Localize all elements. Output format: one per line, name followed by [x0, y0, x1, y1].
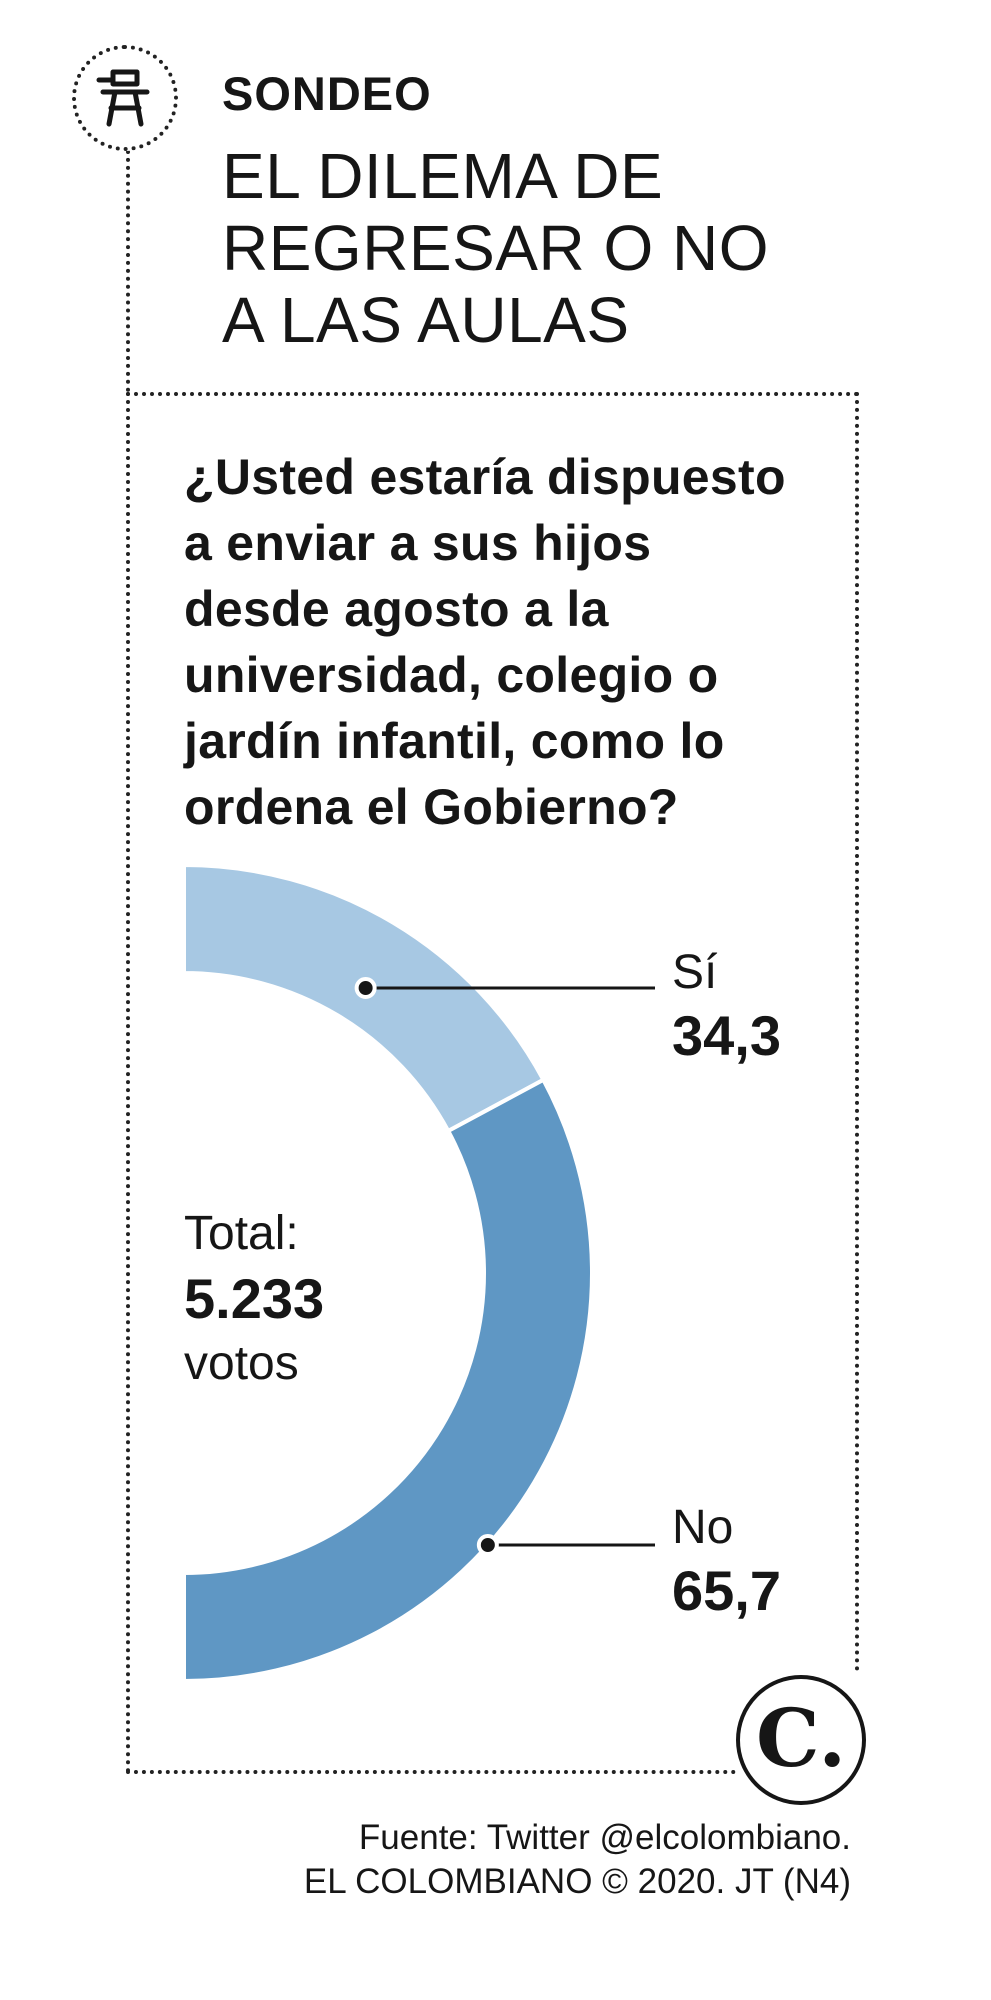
slice-label-no: No — [672, 1501, 734, 1554]
el-colombiano-logo: C. — [736, 1675, 866, 1805]
total-unit: votos — [184, 1337, 299, 1390]
headline: EL DILEMA DE REGRESAR O NO A LAS AULAS — [222, 140, 769, 356]
question-line: desde agosto a la — [184, 581, 609, 637]
school-desk-icon-glyph — [96, 69, 150, 127]
question-line: ¿Usted estaría dispuesto — [184, 449, 786, 505]
frame-left-top-line — [126, 150, 130, 392]
copyright-credit: EL COLOMBIANO © 2020. JT (N4) — [303, 1862, 851, 1901]
frame-bottom-line — [126, 1770, 736, 1774]
question-line: ordena el Gobierno? — [184, 779, 679, 835]
total-label: Total: — [184, 1207, 299, 1260]
slice-value-si: 34,3 — [672, 1004, 781, 1067]
el-colombiano-logo-letter: C. — [755, 1691, 847, 1785]
headline-line: EL DILEMA DE — [222, 140, 664, 212]
frame-right-line — [855, 392, 859, 1672]
section-label: SONDEO — [222, 67, 432, 120]
question-line: universidad, colegio o — [184, 647, 719, 703]
frame-top-line — [126, 392, 859, 396]
slice-value-no: 65,7 — [672, 1559, 781, 1622]
frame-left-line — [126, 392, 130, 1774]
headline-line: A LAS AULAS — [222, 284, 630, 356]
question-line: a enviar a sus hijos — [184, 515, 652, 571]
source-credit: Fuente: Twitter @elcolombiano. — [358, 1818, 851, 1857]
survey-question: ¿Usted estaría dispuesto a enviar a sus … — [184, 444, 786, 840]
chart-leader-lines — [354, 977, 655, 1556]
leader-marker — [476, 1534, 499, 1556]
leader-marker — [354, 977, 377, 999]
slice-no — [182, 1077, 594, 1684]
headline-line: REGRESAR O NO — [222, 212, 770, 284]
question-line: jardín infantil, como lo — [184, 713, 725, 769]
school-desk-icon — [72, 45, 178, 151]
slice-label-si: Sí — [672, 946, 718, 999]
total-value: 5.233 — [184, 1267, 325, 1330]
